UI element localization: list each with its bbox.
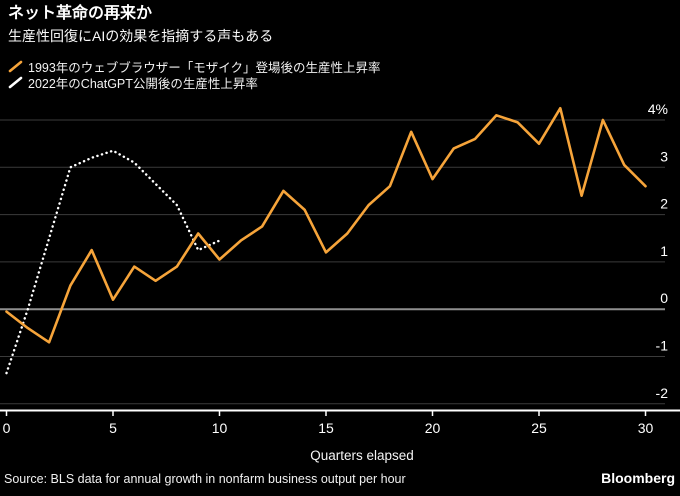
x-tick-label: 5 — [109, 420, 117, 436]
legend-line-swatch-icon — [8, 60, 23, 72]
y-tick-label: -2 — [656, 385, 669, 401]
legend-label-chatgpt: 2022年のChatGPT公開後の生産性上昇率 — [28, 76, 258, 91]
legend-line-swatch-icon — [8, 76, 23, 88]
y-tick-label: 0 — [660, 290, 668, 306]
x-tick-label: 10 — [212, 420, 228, 436]
legend-swatch-stroke-chatgpt — [8, 76, 23, 88]
bloomberg-logo: Bloomberg — [601, 470, 675, 486]
legend-swatch-stroke-1993 — [8, 60, 23, 72]
y-tick-label: 2 — [660, 196, 668, 212]
legend-label-1993: 1993年のウェブブラウザー「モザイク」登場後の生産性上昇率 — [28, 60, 381, 75]
x-axis-caption: Quarters elapsed — [310, 448, 414, 463]
page-subtitle: 生産性回復にAIの効果を指摘する声もある — [8, 28, 274, 44]
x-tick-label: 0 — [3, 420, 11, 436]
page-title: ネット革命の再来か — [8, 5, 153, 22]
y-tick-label: -1 — [656, 338, 669, 354]
x-tick-label: 30 — [638, 420, 654, 436]
legend-item-chatgpt: 2022年のChatGPT公開後の生産性上昇率 — [8, 74, 381, 91]
legend-item-1993: 1993年のウェブブラウザー「モザイク」登場後の生産性上昇率 — [8, 58, 381, 75]
x-tick-label: 25 — [531, 420, 547, 436]
x-tick-label: 20 — [425, 420, 441, 436]
y-tick-label: 3 — [660, 148, 668, 164]
y-tick-label: 1 — [660, 243, 668, 259]
source-note: Source: BLS data for annual growth in no… — [4, 472, 406, 486]
y-tick-label: 4% — [648, 101, 668, 117]
series-line-mosaic-1993 — [5, 106, 647, 344]
chart-legend: 1993年のウェブブラウザー「モザイク」登場後の生産性上昇率 2022年のCha… — [8, 58, 381, 91]
x-tick-label: 15 — [318, 420, 334, 436]
